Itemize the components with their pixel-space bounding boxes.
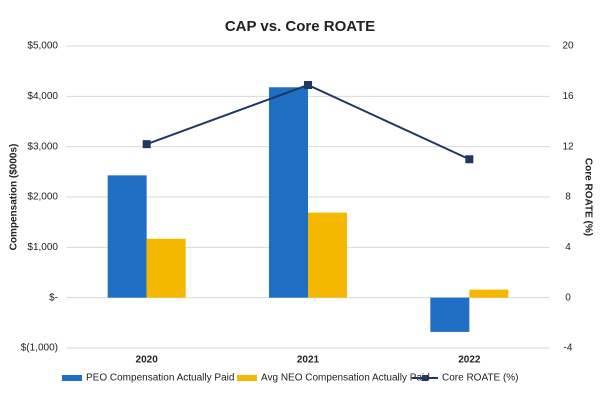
x-tick-label: 2020	[136, 355, 159, 366]
bar	[269, 87, 308, 298]
line-marker	[465, 155, 474, 164]
legend-label: Core ROATE (%)	[442, 373, 519, 384]
legend-label: Avg NEO Compensation Actually Paid	[261, 373, 430, 384]
line-marker	[142, 140, 151, 149]
y2-tick-label: 4	[565, 242, 571, 253]
y-tick-label: $1,000	[27, 242, 58, 253]
chart-title: CAP vs. Core ROATE	[225, 18, 375, 35]
legend-label: PEO Compensation Actually Paid	[86, 373, 234, 384]
y2-tick-label: 20	[562, 41, 574, 52]
x-tick-label: 2021	[297, 355, 320, 366]
y-tick-label: $4,000	[27, 91, 58, 102]
y2-tick-label: -4	[564, 343, 573, 354]
y2-tick-label: 12	[562, 141, 574, 152]
y-tick-label: $3,000	[27, 141, 58, 152]
y-tick-label: $5,000	[27, 41, 58, 52]
y-axis-title: Compensation ($000s)	[9, 144, 20, 251]
bar	[107, 175, 147, 298]
x-tick-label: 2022	[458, 355, 481, 366]
y-tick-label: $2,000	[27, 192, 58, 203]
legend-swatch	[237, 375, 257, 381]
bar	[146, 238, 186, 298]
y2-axis-title: Core ROATE (%)	[582, 158, 593, 236]
y2-tick-label: 8	[565, 192, 571, 203]
legend-swatch	[62, 375, 82, 381]
y2-tick-label: 16	[562, 91, 574, 102]
line-marker	[304, 81, 312, 90]
y-tick-label: $-	[49, 292, 58, 303]
legend-swatch	[422, 375, 428, 381]
y2-tick-label: 0	[565, 292, 571, 303]
bar	[469, 289, 509, 298]
bar	[430, 297, 470, 332]
y-tick-label: $(1,000)	[21, 343, 58, 354]
bar	[308, 212, 347, 298]
